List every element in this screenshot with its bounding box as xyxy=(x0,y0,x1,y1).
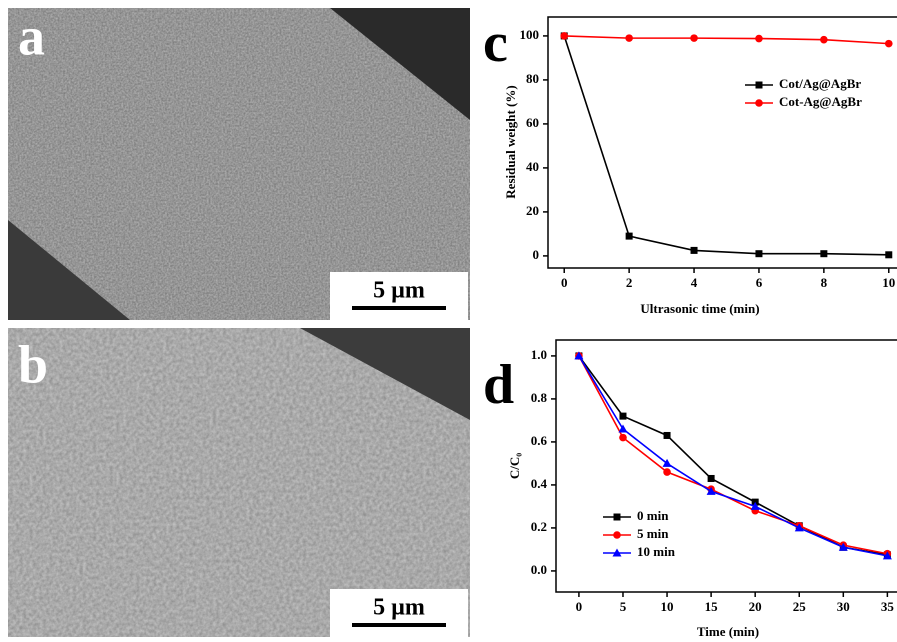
marker xyxy=(708,475,715,482)
x-tick-label: 15 xyxy=(705,599,719,614)
legend-label: Cot/Ag@AgBr xyxy=(779,76,861,91)
x-tick-label: 6 xyxy=(756,275,763,290)
y-tick-label: 100 xyxy=(520,27,540,42)
series-line xyxy=(579,356,887,555)
marker xyxy=(625,34,633,42)
marker xyxy=(690,34,698,42)
x-tick-label: 30 xyxy=(837,599,850,614)
scale-bar-label: 5 µm xyxy=(373,278,425,304)
marker xyxy=(755,250,762,257)
sem-image-a xyxy=(8,8,470,320)
y-tick-label: 0.0 xyxy=(531,562,547,577)
panel-label: b xyxy=(18,334,48,394)
y-tick-label: 0.2 xyxy=(531,519,547,534)
x-tick-label: 4 xyxy=(691,275,698,290)
series-line xyxy=(579,356,887,554)
plot-frame xyxy=(556,340,897,592)
sem-image-b xyxy=(8,328,470,637)
y-tick-label: 1.0 xyxy=(531,347,547,362)
series-line xyxy=(579,356,887,556)
y-tick-label: 40 xyxy=(526,159,539,174)
marker xyxy=(619,434,627,442)
marker xyxy=(885,251,892,258)
x-tick-label: 10 xyxy=(882,275,895,290)
legend-label: Cot-Ag@AgBr xyxy=(779,94,862,109)
y-tick-label: 0.6 xyxy=(531,433,548,448)
x-tick-label: 5 xyxy=(620,599,627,614)
marker xyxy=(755,99,763,107)
y-tick-label: 60 xyxy=(526,115,539,130)
x-tick-label: 25 xyxy=(793,599,807,614)
marker xyxy=(619,413,626,420)
x-tick-label: 0 xyxy=(576,599,583,614)
x-tick-label: 35 xyxy=(881,599,895,614)
x-tick-label: 2 xyxy=(626,275,633,290)
marker xyxy=(691,247,698,254)
series-line xyxy=(564,36,889,255)
y-tick-label: 0.8 xyxy=(531,390,548,405)
marker xyxy=(618,425,627,433)
x-axis-label: Time (min) xyxy=(697,624,759,639)
marker xyxy=(626,233,633,240)
x-tick-label: 8 xyxy=(821,275,828,290)
panel-label: d xyxy=(483,354,514,416)
legend-label: 10 min xyxy=(637,544,676,559)
plot-frame xyxy=(548,17,897,268)
y-tick-label: 0 xyxy=(533,247,540,262)
scale-bar-label: 5 µm xyxy=(373,595,425,621)
figure: a 5 µm b 5 µm 0246810020406080100Ultraso… xyxy=(0,0,897,642)
series-line xyxy=(564,36,889,44)
marker xyxy=(664,432,671,439)
marker xyxy=(885,40,893,48)
marker xyxy=(614,514,621,521)
y-axis-label: Residual weight (%) xyxy=(503,85,518,198)
marker xyxy=(820,36,828,44)
x-tick-label: 0 xyxy=(561,275,568,290)
legend-label: 0 min xyxy=(637,508,669,523)
marker xyxy=(560,32,568,40)
marker xyxy=(820,250,827,257)
legend-label: 5 min xyxy=(637,526,669,541)
x-axis-label: Ultrasonic time (min) xyxy=(640,301,759,316)
x-tick-label: 20 xyxy=(749,599,762,614)
y-axis-label: C/C₀ xyxy=(507,453,522,479)
y-tick-label: 80 xyxy=(526,71,539,86)
y-tick-label: 20 xyxy=(526,203,539,218)
marker xyxy=(613,531,621,539)
y-tick-label: 0.4 xyxy=(531,476,548,491)
marker xyxy=(663,468,671,476)
panel-label: c xyxy=(483,12,508,74)
marker xyxy=(755,35,763,43)
panel-label: a xyxy=(18,6,45,66)
marker xyxy=(756,82,763,89)
x-tick-label: 10 xyxy=(661,599,674,614)
